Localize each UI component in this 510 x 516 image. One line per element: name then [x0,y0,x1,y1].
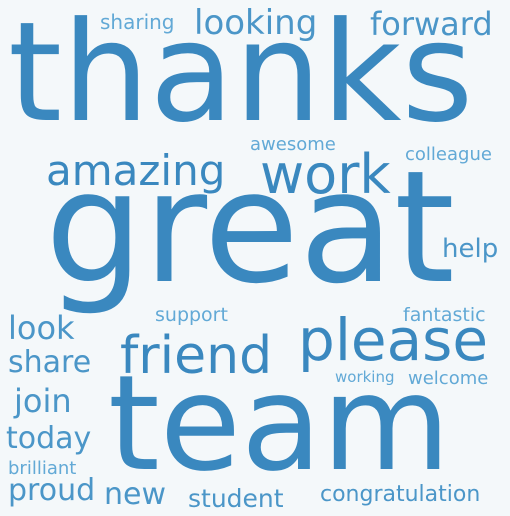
word-student: student [188,484,284,513]
word-welcome: welcome [408,368,489,389]
word-brilliant: brilliant [8,458,77,479]
word-join: join [14,382,72,420]
word-thanks: thanks [8,0,474,153]
word-sharing: sharing [100,10,175,34]
word-forward: forward [370,5,493,43]
word-support: support [155,304,228,326]
word-congratulation: congratulation [320,482,481,507]
word-help: help [442,234,499,264]
word-awesome: awesome [250,134,336,155]
word-amazing: amazing [46,146,226,195]
word-great: great [45,137,455,318]
word-team: team [108,347,451,501]
word-proud: proud [8,473,96,508]
word-working: working [335,368,395,386]
word-look: look [8,309,75,347]
word-friend: friend [120,326,273,386]
word-please: please [298,306,489,374]
word-colleague: colleague [405,144,492,165]
word-looking: looking [194,3,318,43]
word-share: share [8,345,92,380]
word-today: today [6,421,92,456]
word-fantastic: fantastic [403,304,486,326]
word-new: new [104,477,167,512]
word-work: work [260,143,391,206]
